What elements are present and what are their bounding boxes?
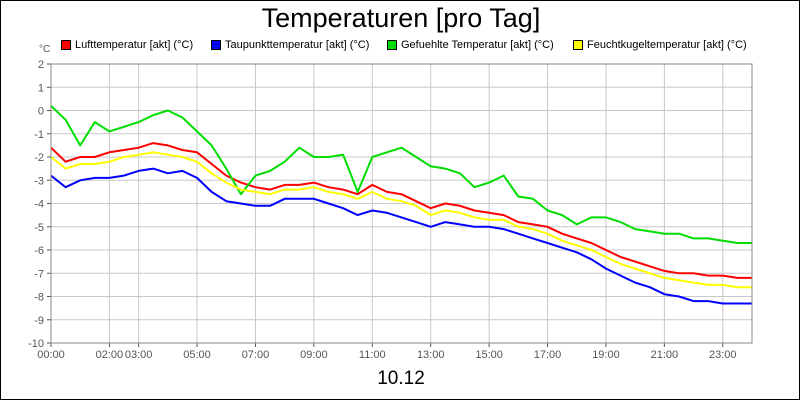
- legend-item-feuchtkugeltemperatur: Feuchtkugeltemperatur [akt] (°C): [573, 39, 747, 51]
- date-label: 10.12: [377, 368, 425, 389]
- series-line-feuchtkugeltemperatur: [50, 151, 752, 289]
- x-tick-label: 11:00: [359, 349, 386, 361]
- x-tick-label: 15:00: [475, 349, 503, 361]
- y-tick-label: -8: [34, 292, 44, 304]
- legend-label-gefuehlte-temperatur: Gefuehlte Temperatur [akt] (°C): [401, 39, 554, 51]
- y-tick-label: -10: [28, 338, 44, 350]
- y-tick-label: -2: [34, 152, 44, 164]
- y-tick-label: -3: [34, 175, 44, 187]
- x-tick-label: 05:00: [183, 349, 211, 361]
- series-line-taupunkttemperatur: [50, 167, 752, 305]
- y-tick-label: 1: [38, 82, 44, 94]
- y-tick-label: -1: [34, 129, 44, 141]
- y-tick-label: -5: [34, 222, 44, 234]
- x-tick-label: 19:00: [592, 349, 620, 361]
- y-tick-label: 0: [38, 106, 44, 118]
- x-tick-label: 23:00: [709, 349, 737, 361]
- y-tick-label: 2: [38, 59, 44, 71]
- x-tick-label: 02:00: [96, 349, 124, 361]
- legend-item-gefuehlte-temperatur: Gefuehlte Temperatur [akt] (°C): [387, 39, 554, 51]
- y-tick-label: -9: [34, 315, 44, 327]
- x-tick-label: 09:00: [300, 349, 328, 361]
- series-line-gefuehlte: [50, 105, 752, 244]
- legend-item-lufttemperatur: Lufttemperatur [akt] (°C): [61, 39, 193, 51]
- legend-label-feuchtkugeltemperatur: Feuchtkugeltemperatur [akt] (°C): [587, 39, 747, 51]
- x-tick-label: 13:00: [417, 349, 445, 361]
- plot-border: [50, 63, 753, 344]
- x-tick-label: 03:00: [125, 349, 153, 361]
- chart-title: Temperaturen [pro Tag]: [261, 3, 541, 33]
- x-tick-label: 00:00: [37, 349, 65, 361]
- legend-swatch-lufttemperatur: [61, 40, 71, 50]
- x-tick-label: 07:00: [242, 349, 270, 361]
- x-tick-label: 17:00: [534, 349, 562, 361]
- y-tick-label: -6: [34, 245, 44, 257]
- legend-label-taupunkttemperatur: Taupunkttemperatur [akt] (°C): [225, 39, 370, 51]
- legend-label-lufttemperatur: Lufttemperatur [akt] (°C): [75, 39, 194, 51]
- y-tick-label: -4: [34, 199, 44, 211]
- x-tick-label: 21:00: [651, 349, 679, 361]
- legend-swatch-feuchtkugeltemperatur: [573, 40, 583, 50]
- legend-swatch-taupunkttemperatur: [211, 40, 221, 50]
- legend-swatch-gefuehlte-temperatur: [387, 40, 397, 50]
- series-line-lufttemperatur: [50, 142, 752, 279]
- y-tick-label: -7: [34, 268, 44, 280]
- y-unit-label: °C: [39, 44, 51, 55]
- legend-item-taupunkttemperatur: Taupunkttemperatur [akt] (°C): [211, 39, 369, 51]
